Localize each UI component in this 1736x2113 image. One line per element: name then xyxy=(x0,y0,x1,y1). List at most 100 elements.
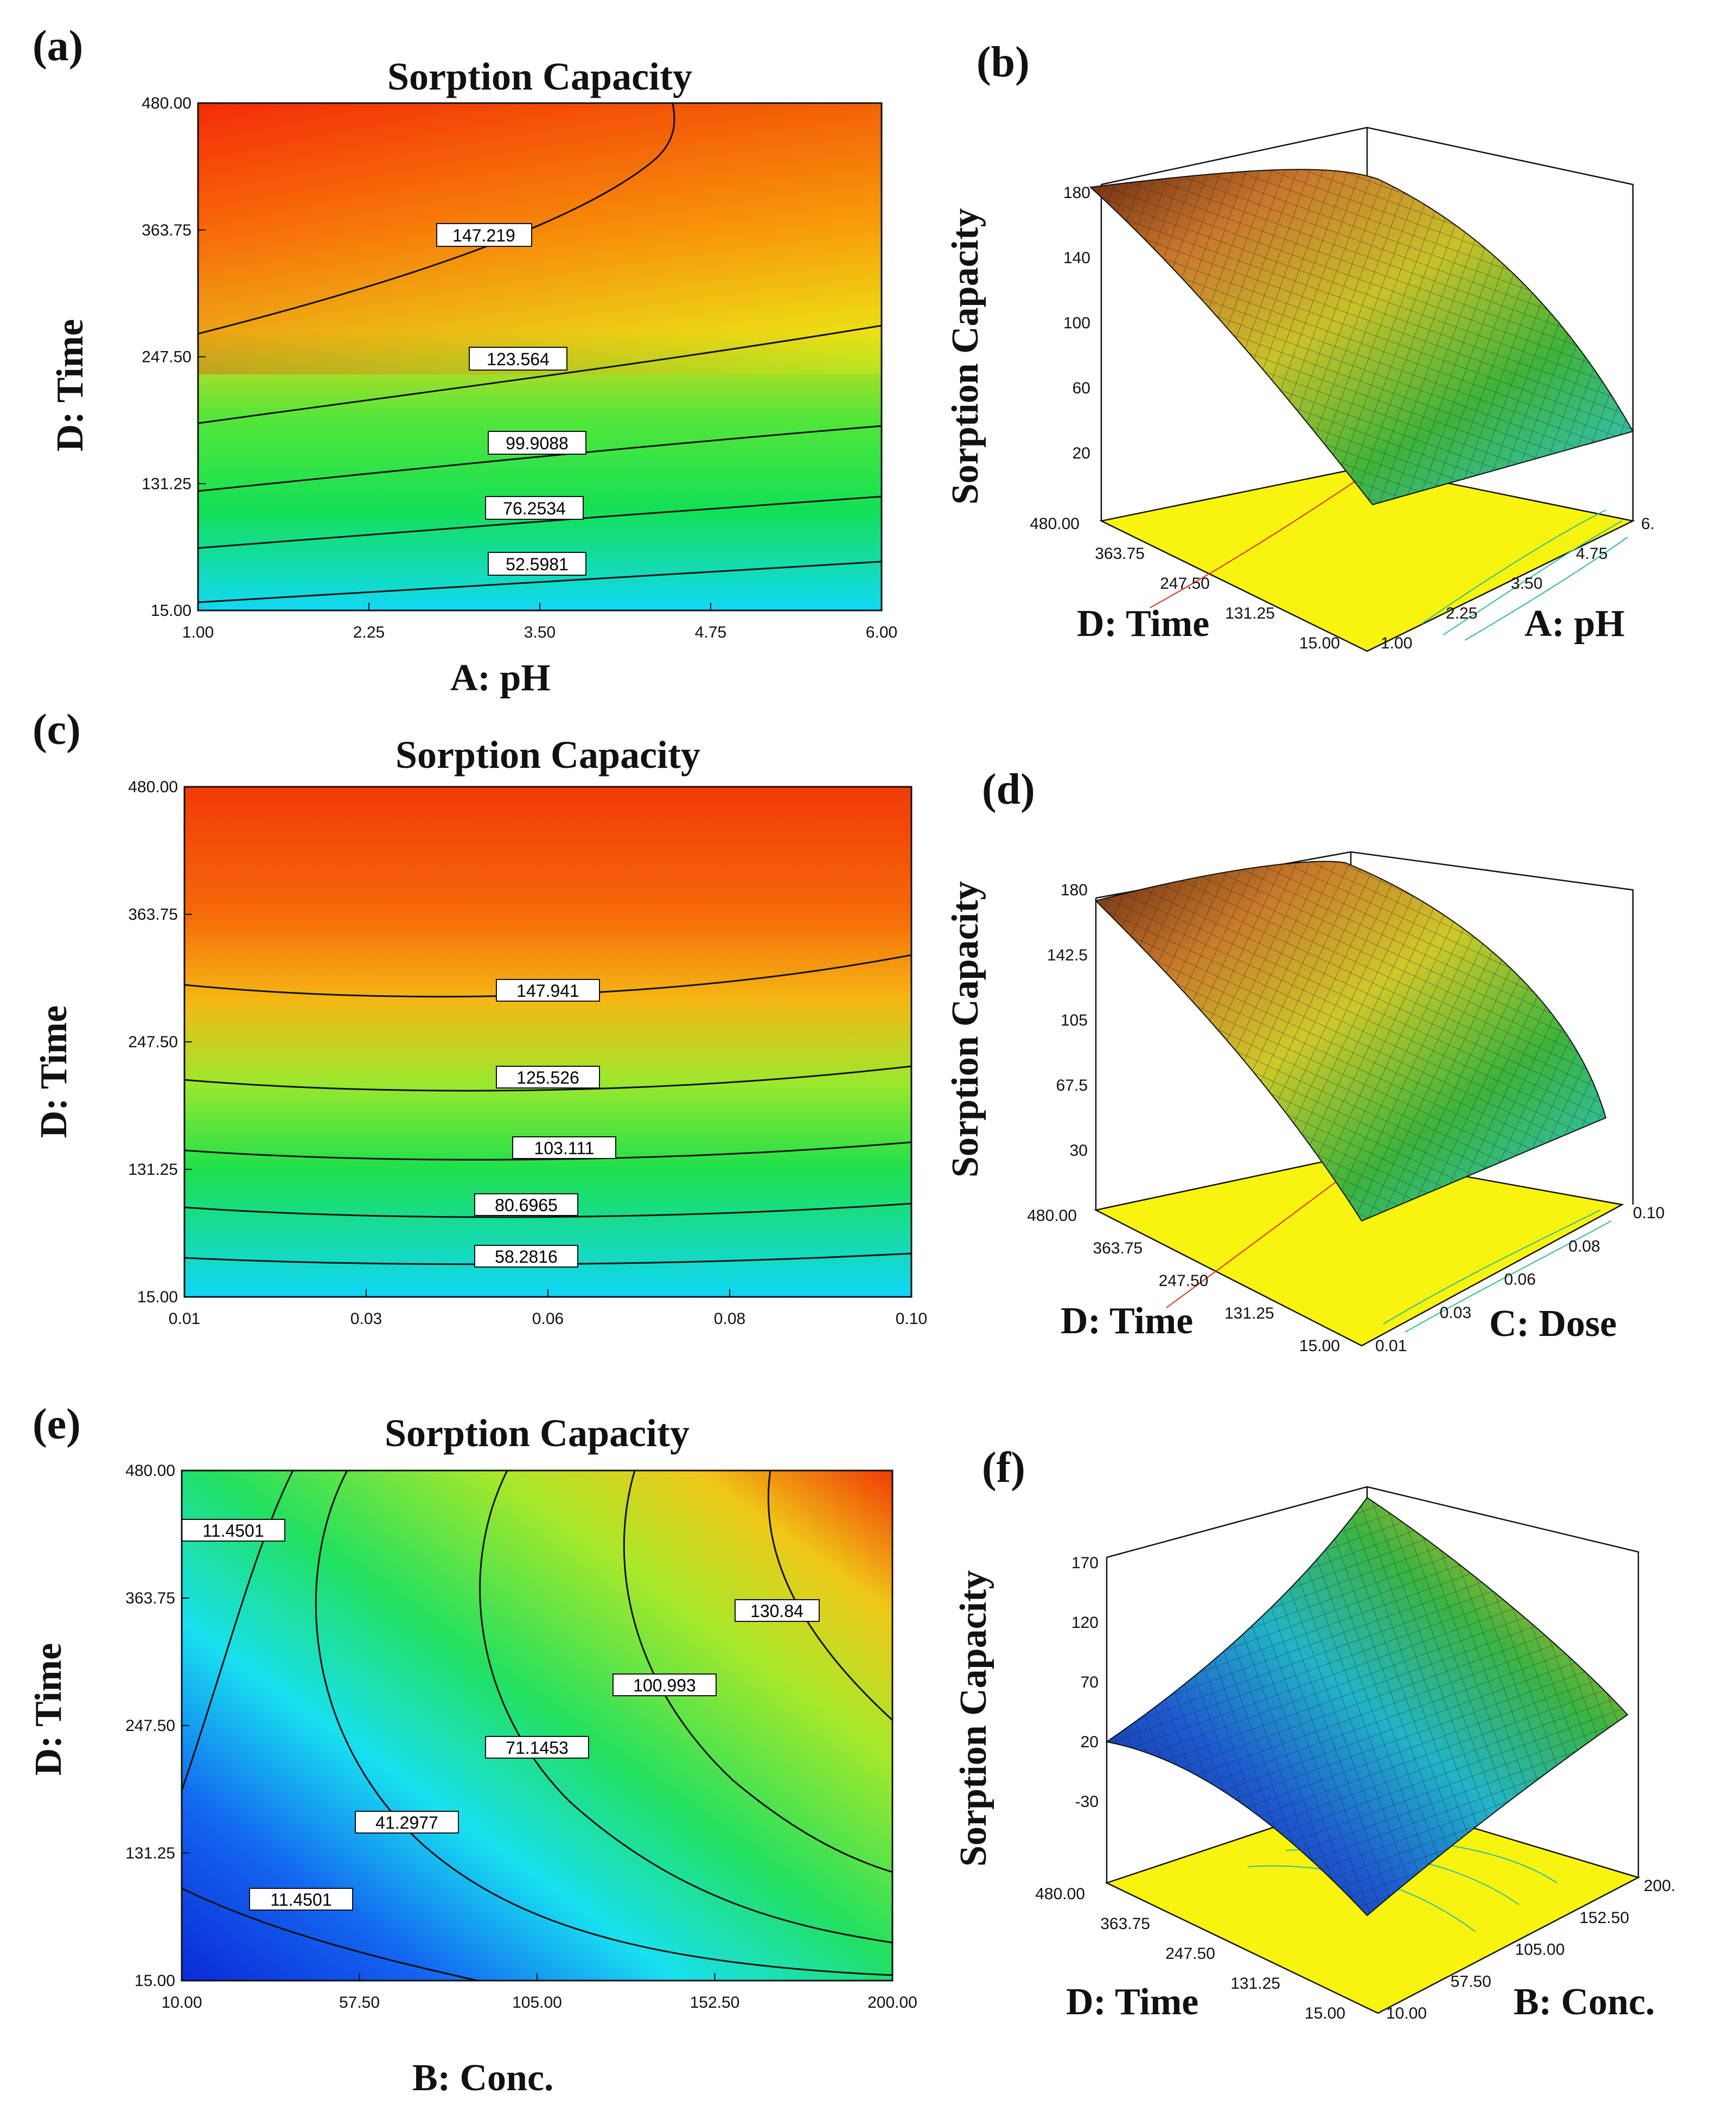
panel-c-contour-line xyxy=(184,1141,912,1161)
y-tick-label: 247.50 xyxy=(142,348,192,366)
y-tick-label: 363.75 xyxy=(1100,1915,1150,1933)
y-tick-label: 480.00 xyxy=(1030,515,1080,533)
y-tick-label: 131.25 xyxy=(125,1844,175,1862)
x-tick-label: 0.01 xyxy=(169,1310,200,1328)
contour-label: 147.219 xyxy=(452,226,515,245)
x-tick-label: 152.50 xyxy=(1579,1909,1629,1927)
x-tick-label: 2.25 xyxy=(353,623,385,641)
contour-label: 130.84 xyxy=(750,1601,803,1621)
x-tick-label: 0.03 xyxy=(350,1310,382,1328)
panel-e-contour-line xyxy=(479,1470,893,1944)
x-tick-label: 4.75 xyxy=(695,623,726,641)
contour-label: 123.564 xyxy=(487,349,550,369)
z-tick-label: 180 xyxy=(1063,184,1090,202)
z-tick-label: 120 xyxy=(1071,1614,1099,1632)
x-tick-label: 200.00 xyxy=(867,1994,917,2012)
panel-e-contour-line xyxy=(767,1470,893,1721)
z-tick-label: 100 xyxy=(1063,314,1090,332)
x-tick-label: 200. xyxy=(1644,1877,1675,1895)
z-tick-label: 142.5 xyxy=(1047,946,1088,964)
panel-b-surface-mesh xyxy=(1090,169,1633,505)
x-tick-label: 3.50 xyxy=(1511,575,1542,593)
y-tick-label: 15.00 xyxy=(1299,1337,1340,1355)
x-tick-label: 0.08 xyxy=(1568,1237,1600,1255)
panel-b-floor-contour xyxy=(1443,520,1623,635)
x-tick-label: 57.50 xyxy=(339,1994,380,2012)
panel-d-xlabel: C: Dose xyxy=(1489,1303,1617,1345)
x-tick-label: 0.06 xyxy=(532,1310,564,1328)
panel-d-surface-plot: 180 142.5 105 67.5 30 480.00 363.75 247.50 131.2… xyxy=(1027,851,1664,1355)
y-tick-label: 247.50 xyxy=(1159,1272,1209,1290)
x-tick-label: 6. xyxy=(1641,515,1655,533)
x-tick-label: 152.50 xyxy=(690,1994,740,2012)
z-tick-label: 20 xyxy=(1073,444,1090,462)
x-tick-label: 10.00 xyxy=(1386,2004,1427,2022)
panel-c-contour-line xyxy=(184,1202,912,1218)
panel-d-label: (d) xyxy=(982,766,1035,813)
x-tick-label: 3.50 xyxy=(524,623,556,641)
panel-e-contour-line xyxy=(315,1470,893,1976)
y-tick-label: 131.25 xyxy=(1224,1304,1274,1322)
z-tick-label: 20 xyxy=(1081,1733,1099,1751)
panel-b-floor-contour xyxy=(1421,510,1606,625)
panel-d-floor-contour xyxy=(1405,1220,1612,1333)
panel-c-title: Sorption Capacity xyxy=(395,733,701,777)
y-tick-label: 15.00 xyxy=(135,1972,175,1990)
x-tick-label: 6.00 xyxy=(866,623,897,641)
panel-b-surface-plot: 180 140 100 60 20 480.00 363.75 247.50 131.25 15.… xyxy=(1030,126,1655,652)
contour-label: 11.4501 xyxy=(202,1521,264,1541)
y-tick-label: 480.00 xyxy=(1027,1207,1077,1225)
y-tick-label: 131.25 xyxy=(1230,1975,1280,1993)
contour-label: 103.111 xyxy=(534,1138,595,1158)
x-tick-label: 0.01 xyxy=(1375,1337,1407,1355)
panel-e-contour-line xyxy=(181,1887,478,1982)
panel-d-surface-mesh xyxy=(1096,861,1606,1221)
y-tick-label: 15.00 xyxy=(151,602,192,620)
z-tick-label: 60 xyxy=(1073,379,1090,397)
panel-b-ylabel: D: Time xyxy=(1077,603,1210,645)
y-tick-label: 131.25 xyxy=(128,1161,178,1179)
panel-f-xlabel: B: Conc. xyxy=(1514,1981,1655,2023)
x-tick-label: 105.00 xyxy=(512,1994,562,2012)
panel-a-title: Sorption Capacity xyxy=(387,55,693,98)
z-tick-label: 170 xyxy=(1071,1554,1099,1572)
contour-label: 76.2534 xyxy=(503,499,566,518)
panel-a-contour-line xyxy=(197,495,882,549)
panel-a-heatmap-overlay xyxy=(198,103,882,374)
x-tick-label: 1.00 xyxy=(1381,634,1412,652)
y-tick-label: 247.50 xyxy=(1165,1945,1215,1963)
panel-a-contour-labels: 147.219 123.564 99.9088 76.2534 52.5981 xyxy=(436,223,586,576)
x-tick-label: 0.10 xyxy=(896,1310,927,1328)
panel-e-contour-labels: 11.4501 130.84 100.993 71.1453 41.2977 1… xyxy=(181,1519,820,1911)
panel-a-contour-line xyxy=(197,561,882,603)
panel-e-title: Sorption Capacity xyxy=(384,1411,690,1455)
y-tick-label: 363.75 xyxy=(128,906,178,924)
contour-label: 80.6965 xyxy=(495,1195,558,1215)
panel-a-xlabel: A: pH xyxy=(450,657,551,699)
panel-d-floor-contour xyxy=(1383,1210,1601,1325)
x-tick-label: 1.00 xyxy=(182,623,214,641)
y-tick-label: 131.25 xyxy=(142,475,192,493)
y-tick-label: 480.00 xyxy=(1035,1885,1085,1903)
x-tick-label: 105.00 xyxy=(1515,1941,1565,1959)
y-tick-label: 363.75 xyxy=(1093,1239,1143,1257)
panel-a-label: (a) xyxy=(33,22,84,70)
panel-e-xlabel: B: Conc. xyxy=(412,2057,554,2099)
panel-e-contour-line xyxy=(181,1470,294,1791)
z-tick-label: 105 xyxy=(1061,1011,1088,1029)
x-tick-label: 0.08 xyxy=(714,1310,745,1328)
panel-c-contour-plot: 147.941 125.526 103.111 80.6965 58.2816 … xyxy=(128,778,927,1328)
y-tick-label: 15.00 xyxy=(137,1288,178,1306)
contour-label: 125.526 xyxy=(516,1068,579,1087)
y-tick-label: 480.00 xyxy=(125,1462,175,1480)
y-tick-label: 480.00 xyxy=(128,778,178,796)
x-tick-label: 0.03 xyxy=(1440,1304,1471,1322)
panel-d-ylabel: D: Time xyxy=(1061,1300,1194,1342)
y-tick-label: 131.25 xyxy=(1225,604,1275,622)
y-tick-label: 480.00 xyxy=(142,94,192,112)
panel-a-contour-line xyxy=(197,324,882,424)
contour-label: 11.4501 xyxy=(270,1890,331,1910)
y-tick-label: 363.75 xyxy=(142,221,192,239)
z-tick-label: 140 xyxy=(1063,249,1090,267)
panel-a-contour-line xyxy=(197,103,675,335)
